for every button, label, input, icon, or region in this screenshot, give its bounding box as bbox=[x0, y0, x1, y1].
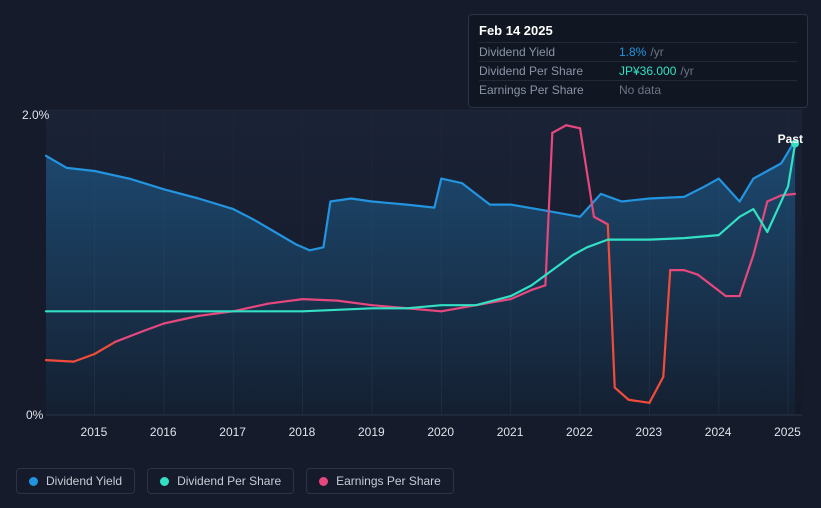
tooltip-row: Earnings Per ShareNo data bbox=[479, 80, 797, 99]
legend-item-dividend-yield[interactable]: Dividend Yield bbox=[16, 468, 135, 494]
legend-item-earnings-per-share[interactable]: Earnings Per Share bbox=[306, 468, 454, 494]
tooltip-row-label: Dividend Per Share bbox=[479, 64, 619, 78]
x-tick-label: 2023 bbox=[635, 425, 662, 439]
x-tick-label: 2018 bbox=[289, 425, 316, 439]
tooltip-row-label: Earnings Per Share bbox=[479, 83, 619, 97]
x-tick-label: 2022 bbox=[566, 425, 593, 439]
tooltip-date: Feb 14 2025 bbox=[479, 23, 797, 38]
x-tick-label: 2019 bbox=[358, 425, 385, 439]
tooltip-row-value: JP¥36.000/yr bbox=[619, 64, 797, 78]
x-tick-label: 2024 bbox=[705, 425, 732, 439]
tooltip-row-value: 1.8%/yr bbox=[619, 45, 797, 59]
legend-item-dividend-per-share[interactable]: Dividend Per Share bbox=[147, 468, 294, 494]
legend-label: Earnings Per Share bbox=[336, 474, 441, 488]
x-tick-label: 2025 bbox=[774, 425, 801, 439]
x-tick-label: 2021 bbox=[497, 425, 524, 439]
x-tick-label: 2015 bbox=[81, 425, 108, 439]
dividend-chart: 2.0% 0% Past 2015 2016 2017 2018 2019 2020 202… bbox=[0, 0, 821, 508]
y-tick-bottom: 0% bbox=[26, 408, 43, 422]
legend-dot bbox=[29, 477, 38, 486]
tooltip-row-unit: /yr bbox=[680, 64, 693, 78]
past-label: Past bbox=[778, 132, 803, 146]
tooltip-row-label: Dividend Yield bbox=[479, 45, 619, 59]
tooltip-row-value: No data bbox=[619, 83, 797, 97]
x-tick-label: 2017 bbox=[219, 425, 246, 439]
tooltip-row: Dividend Yield1.8%/yr bbox=[479, 42, 797, 61]
x-tick-label: 2016 bbox=[150, 425, 177, 439]
chart-tooltip: Feb 14 2025 Dividend Yield1.8%/yrDividen… bbox=[468, 14, 808, 108]
legend: Dividend Yield Dividend Per Share Earnin… bbox=[16, 468, 454, 494]
legend-dot bbox=[319, 477, 328, 486]
legend-label: Dividend Per Share bbox=[177, 474, 281, 488]
legend-label: Dividend Yield bbox=[46, 474, 122, 488]
tooltip-row: Dividend Per ShareJP¥36.000/yr bbox=[479, 61, 797, 80]
y-tick-top: 2.0% bbox=[22, 108, 49, 122]
tooltip-row-unit: /yr bbox=[650, 45, 663, 59]
legend-dot bbox=[160, 477, 169, 486]
x-tick-label: 2020 bbox=[427, 425, 454, 439]
